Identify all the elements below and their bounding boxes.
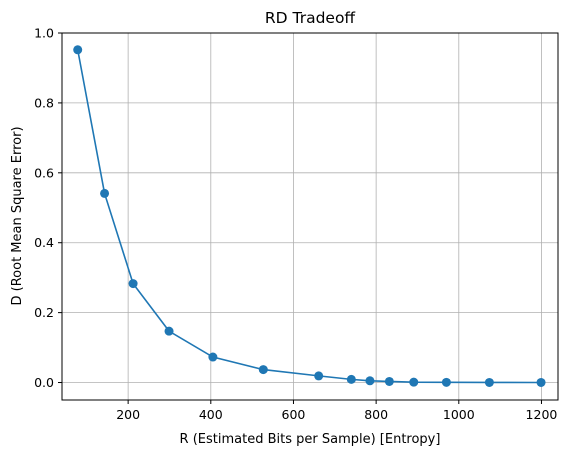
y-tick-label: 1.0 bbox=[34, 26, 54, 41]
data-point bbox=[409, 377, 419, 387]
data-point bbox=[128, 279, 138, 289]
y-axis-label: D (Root Mean Square Error) bbox=[10, 126, 25, 305]
y-tick-label: 0.8 bbox=[34, 95, 54, 110]
x-tick-label: 200 bbox=[116, 407, 140, 422]
series-layer bbox=[73, 45, 546, 387]
x-tick-label: 1000 bbox=[443, 407, 475, 422]
data-point bbox=[258, 365, 268, 375]
data-point bbox=[346, 374, 356, 384]
x-axis: 200 400 600 800 1000 1200 bbox=[116, 400, 557, 422]
y-tick-label: 0.2 bbox=[34, 305, 54, 320]
x-tick-label: 600 bbox=[282, 407, 306, 422]
data-point bbox=[164, 326, 174, 336]
chart-title: RD Tradeoff bbox=[265, 9, 356, 27]
y-tick-label: 0.6 bbox=[34, 165, 54, 180]
x-axis-label: R (Estimated Bits per Sample) [Entropy] bbox=[180, 432, 441, 447]
data-point bbox=[484, 377, 494, 387]
x-tick-label: 800 bbox=[364, 407, 388, 422]
grid-lines bbox=[62, 32, 558, 400]
data-point bbox=[384, 376, 394, 386]
y-tick-label: 0.4 bbox=[34, 235, 54, 250]
x-tick-label: 400 bbox=[199, 407, 223, 422]
x-tick-label: 1200 bbox=[526, 407, 558, 422]
data-point bbox=[365, 376, 375, 386]
plot-area-frame bbox=[61, 32, 559, 401]
y-tick-label: 0.0 bbox=[34, 375, 54, 390]
data-point bbox=[314, 371, 324, 381]
data-point bbox=[536, 377, 546, 387]
data-point bbox=[73, 45, 83, 55]
data-point bbox=[208, 352, 218, 362]
data-point bbox=[100, 188, 110, 198]
series-line bbox=[76, 49, 542, 384]
y-axis: 0.0 0.2 0.4 0.6 0.8 1.0 bbox=[34, 26, 62, 390]
data-point bbox=[441, 377, 451, 387]
